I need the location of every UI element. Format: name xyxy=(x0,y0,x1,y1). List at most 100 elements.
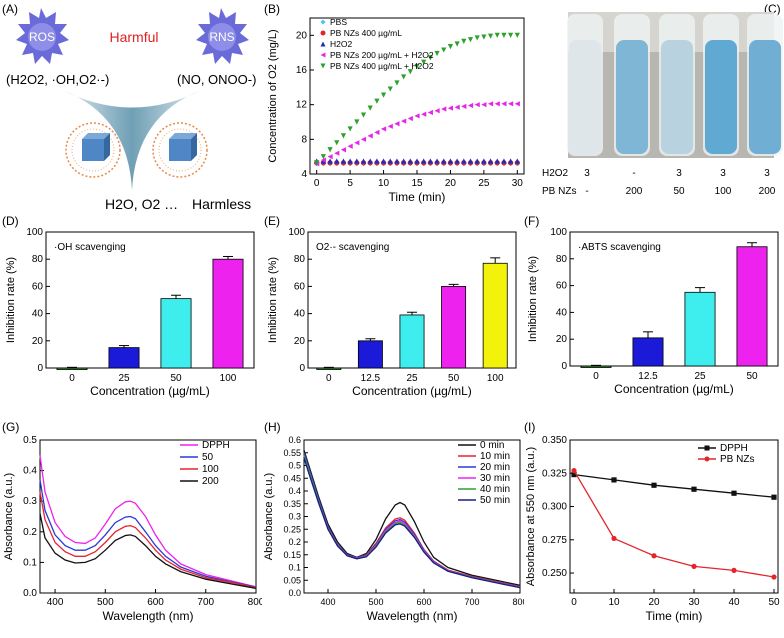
y-tick-label: 0.4 xyxy=(288,486,301,496)
x-tick-label: 30 xyxy=(512,178,524,189)
legend-label: H2O2 xyxy=(330,39,352,49)
series-line-3 xyxy=(39,513,257,590)
data-point xyxy=(334,140,340,146)
data-point xyxy=(481,102,487,108)
legend-label: PB NZs 400 µg/mL xyxy=(330,28,402,38)
x-axis-title: Concentration (µg/mL) xyxy=(352,384,472,398)
series-line-0 xyxy=(303,450,521,586)
legend-label: DPPH xyxy=(720,443,748,454)
row-label-h2o2: H2O2 xyxy=(542,168,569,179)
y-axis-title: Absorbance (a.u.) xyxy=(3,473,15,560)
data-point xyxy=(434,50,440,57)
data-point xyxy=(731,567,737,573)
series-line-2 xyxy=(39,491,257,589)
series-line-0 xyxy=(39,455,257,588)
panel-label-d: (D) xyxy=(2,214,19,228)
y-axis-title: Concentration of O2 (mg/L) xyxy=(267,29,279,162)
panel-b: (B) 4 8 12 16 20 0 5 10 15 20 25 30 Time (min) Concen… xyxy=(262,0,532,210)
legend-label: 100 xyxy=(202,464,219,475)
legend-label: PB NZs 400 µg/mL + H2O2 xyxy=(330,61,434,71)
y-tick-label: 0.0 xyxy=(23,588,37,599)
bar-2 xyxy=(684,291,716,367)
series-line-0 xyxy=(573,473,775,498)
y-tick-label: 0.05 xyxy=(283,575,301,585)
h2o2-value: 3 xyxy=(720,168,726,179)
rns-label: RNS xyxy=(209,30,234,44)
panel-g-chart: (G) 0.0 0.1 0.2 0.3 0.4 0.5 400 500 600 700 800 Wav… xyxy=(2,420,265,623)
y-tick-label: 80 xyxy=(294,254,306,265)
y-tick-label: 0.15 xyxy=(283,550,301,560)
h2o2-value: 3 xyxy=(584,168,590,179)
x-tick-label: 25 xyxy=(478,178,490,189)
data-point xyxy=(394,80,400,86)
data-point xyxy=(441,158,447,164)
data-point xyxy=(691,563,697,569)
y-axis-title: Absorbance at 550 nm (a.u.) xyxy=(525,447,537,586)
data-point xyxy=(487,158,494,164)
data-point xyxy=(514,158,520,164)
panel-a: (A) ROS RNS Harmful (H2O2, ·OH,O2·-) (NO… xyxy=(0,0,260,220)
data-point xyxy=(347,158,353,164)
products-label: H2O, O2 … xyxy=(105,196,178,212)
data-point xyxy=(467,102,474,109)
data-point xyxy=(467,37,474,43)
x-axis-title: Concentration (µg/mL) xyxy=(614,382,734,396)
panel-h-chart: (H) 0.0 0.05 0.1 0.15 0.2 0.25 0.3 0.35 0.4 0.45 0… xyxy=(263,420,528,623)
data-point xyxy=(461,103,467,109)
y-tick-label: 0 xyxy=(299,363,305,374)
data-point xyxy=(334,158,340,164)
y-tick-label: 0.2 xyxy=(288,537,301,547)
data-point xyxy=(454,158,460,164)
data-point xyxy=(461,158,467,164)
data-point xyxy=(327,147,333,153)
x-tick-label: 25 xyxy=(406,373,418,384)
row-label-pbnzs: PB NZs xyxy=(542,186,576,197)
data-point xyxy=(571,468,577,474)
x-tick-label: 700 xyxy=(464,597,479,607)
data-point xyxy=(474,35,480,41)
data-point xyxy=(387,123,393,129)
bar-1 xyxy=(108,347,140,369)
pbnzs-value: - xyxy=(585,186,588,197)
x-tick-label: 25 xyxy=(118,373,130,384)
legend-marker xyxy=(320,19,326,25)
data-point xyxy=(434,108,440,114)
panel-i: (I) 0.250 0.275 0.300 0.325 0.350 0 10 20 30 40 50… xyxy=(522,418,784,633)
legend-marker xyxy=(320,63,326,69)
y-tick-label: 40 xyxy=(32,309,44,320)
chart-annotation: ·ABTS scavenging xyxy=(578,242,661,253)
legend-label: 40 min xyxy=(480,484,510,495)
x-tick-label: 0 xyxy=(326,373,332,384)
bar-1 xyxy=(632,337,664,367)
y-axis-title: Inhibition rate (%) xyxy=(267,257,279,343)
data-point xyxy=(414,113,420,119)
data-point xyxy=(387,158,393,164)
plot-frame xyxy=(569,231,779,367)
plot-frame xyxy=(45,231,255,369)
panel-label-h: (H) xyxy=(264,420,281,434)
data-point xyxy=(441,47,447,53)
pbnzs-value: 200 xyxy=(626,186,643,197)
data-point xyxy=(421,158,427,164)
x-axis-title: Wavelength (nm) xyxy=(103,609,194,623)
data-point xyxy=(327,158,333,164)
data-point xyxy=(320,154,326,160)
pbnzs-value: 200 xyxy=(759,186,776,197)
y-tick-label: 60 xyxy=(294,281,306,292)
series-line-5 xyxy=(303,457,521,589)
panel-label-e: (E) xyxy=(264,214,280,228)
x-tick-label: 100 xyxy=(220,373,237,384)
y-tick-label: 0.0 xyxy=(288,588,301,598)
data-point xyxy=(474,102,480,108)
data-point xyxy=(771,574,777,580)
harmful-label: Harmful xyxy=(109,29,158,45)
data-point xyxy=(611,477,617,483)
y-axis-title: Inhibition rate (%) xyxy=(527,256,539,342)
bar-2 xyxy=(399,314,425,369)
data-point xyxy=(374,129,380,135)
harmless-label: Harmless xyxy=(192,196,251,212)
chart-annotation: ·OH scavenging xyxy=(54,242,126,253)
y-tick-label: 0.3 xyxy=(23,496,37,507)
data-point xyxy=(421,111,427,117)
y-tick-label: 0 xyxy=(561,361,567,372)
